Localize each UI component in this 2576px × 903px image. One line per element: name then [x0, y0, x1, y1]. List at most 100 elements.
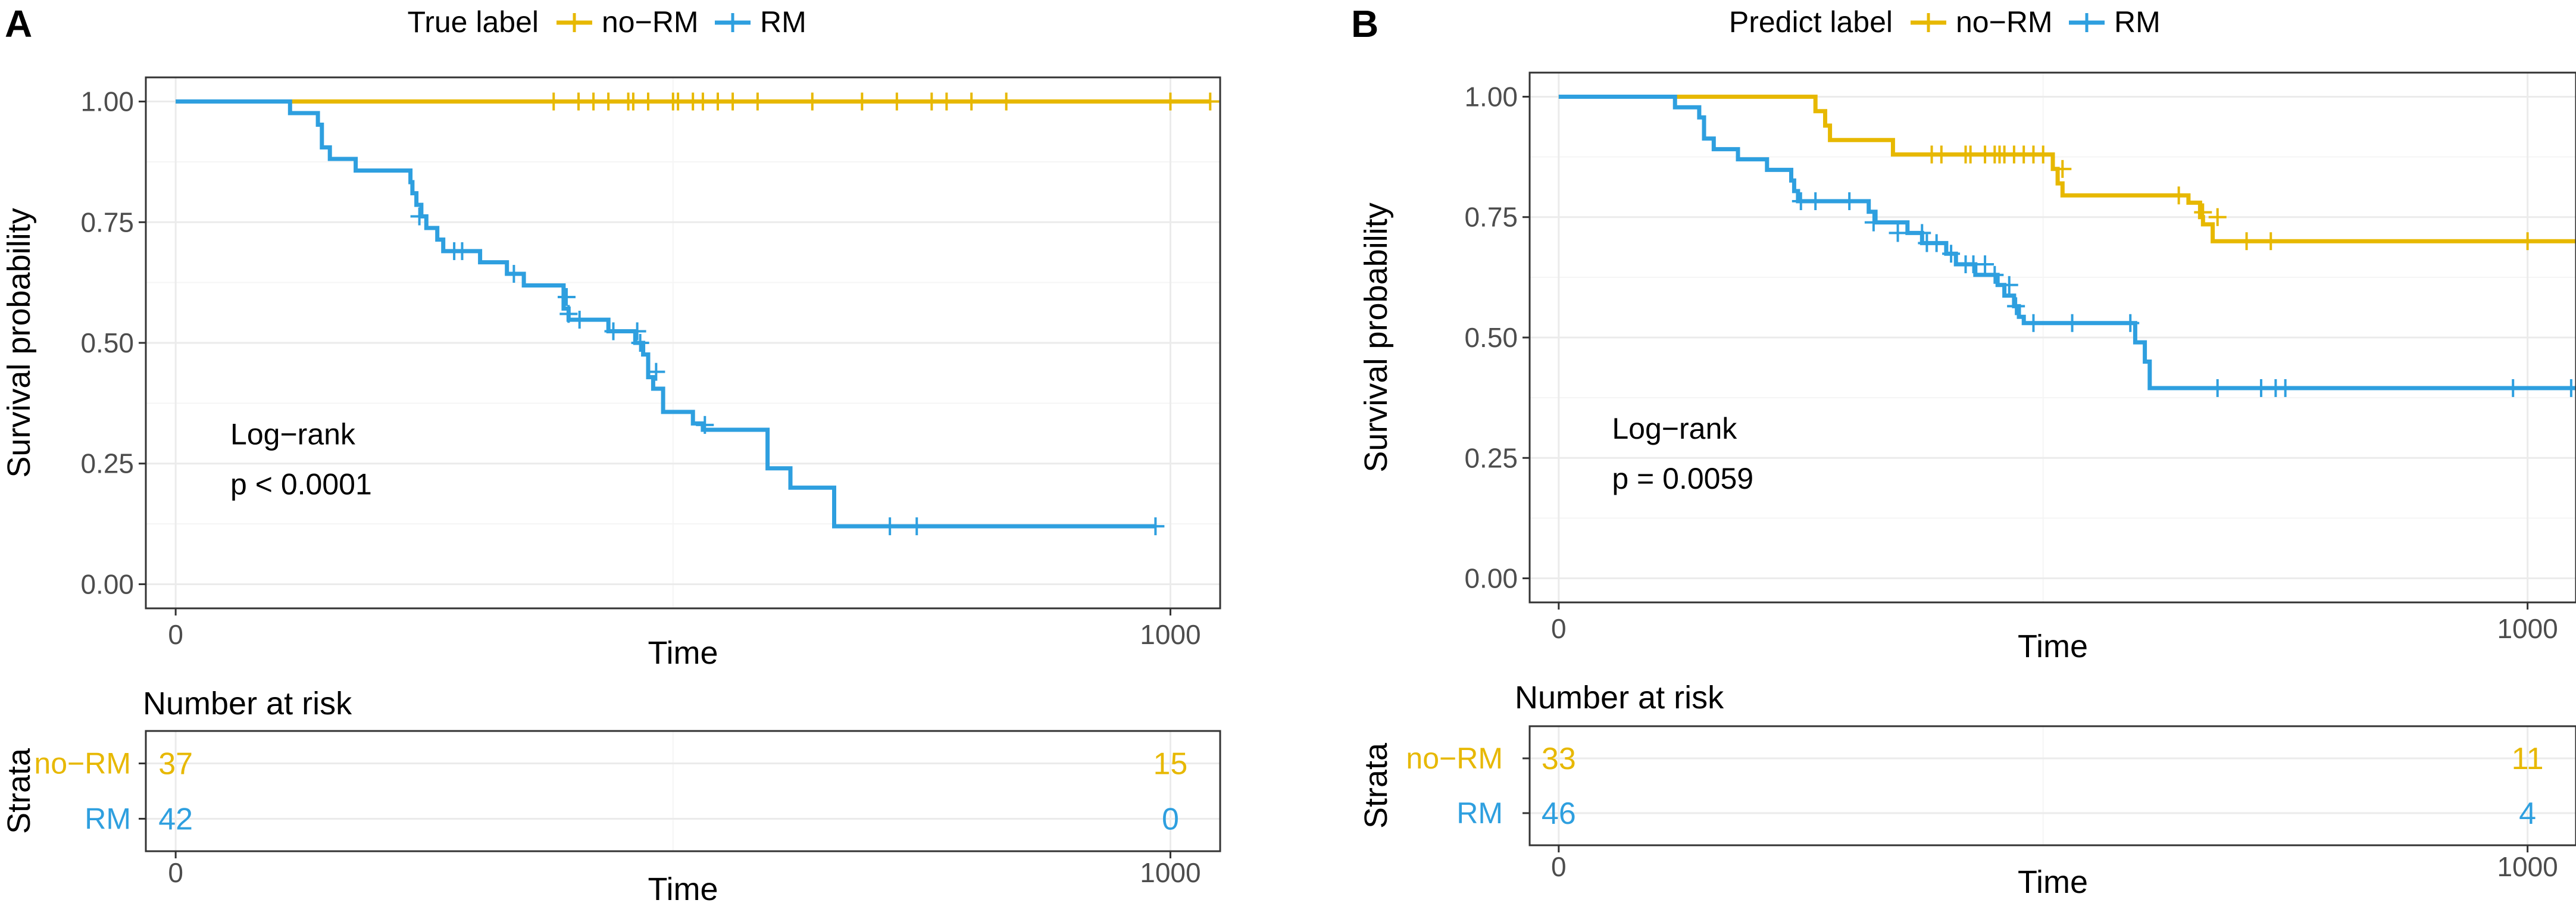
censor-mark	[708, 92, 727, 111]
p-value: p < 0.0001	[230, 467, 372, 501]
censor-mark	[2053, 160, 2072, 178]
censor-mark	[584, 92, 603, 111]
legend-key-rm	[715, 13, 751, 32]
censor-mark	[2007, 297, 2025, 315]
strata-label: RM	[85, 802, 131, 835]
censor-mark	[962, 92, 981, 111]
legend: True label no−RM RM	[408, 5, 806, 39]
y-tick-label: 0.75	[1464, 202, 1518, 233]
censor-mark	[887, 92, 906, 111]
strata-label: RM	[1456, 796, 1503, 830]
risk-table: Number at risk no−RM 37 15 RM 42 0 0 1000 Time Str…	[1, 686, 1221, 903]
y-tick-label: 0.50	[1464, 322, 1518, 353]
legend: Predict label no−RM RM	[1729, 5, 2161, 39]
censor-mark	[545, 92, 563, 111]
risk-y-axis-title: Strata	[1358, 742, 1394, 829]
censor-mark	[628, 322, 646, 340]
p-value: p = 0.0059	[1612, 462, 1753, 495]
x-tick-label: 1000	[1140, 619, 1201, 650]
legend-label: no−RM	[602, 5, 699, 39]
risk-table-title: Number at risk	[143, 686, 352, 721]
risk-count: 42	[158, 802, 193, 836]
y-axis-title: Survival probability	[1, 208, 37, 477]
censor-mark	[1806, 192, 1825, 211]
risk-count: 46	[1542, 796, 1576, 831]
censor-mark	[803, 92, 821, 111]
censor-mark	[2237, 232, 2256, 251]
censor-mark	[2208, 379, 2227, 397]
survival-plot	[1528, 71, 2576, 604]
censor-mark	[1201, 92, 1220, 111]
censor-mark	[2034, 145, 2052, 164]
risk-x-tick-label: 1000	[2497, 851, 2558, 882]
censor-mark	[937, 92, 956, 111]
risk-table-title: Number at risk	[1515, 680, 1724, 715]
censor-mark	[2121, 314, 2140, 332]
y-tick-label: 0.50	[80, 327, 134, 358]
risk-x-axis-title: Time	[648, 871, 718, 903]
censor-mark	[923, 92, 941, 111]
censor-mark	[853, 92, 871, 111]
legend-key-rm	[2069, 13, 2105, 32]
risk-count: 33	[1542, 742, 1576, 776]
censor-mark	[631, 334, 649, 352]
censor-mark	[1913, 224, 1931, 242]
censor-mark	[2276, 379, 2294, 397]
censor-mark	[2262, 232, 2280, 251]
y-tick-label: 1.00	[80, 86, 134, 117]
censor-mark	[2169, 186, 2188, 205]
legend-label: RM	[2114, 5, 2161, 39]
y-tick-label: 0.00	[80, 568, 134, 599]
censor-mark	[693, 92, 712, 111]
censor-mark	[1146, 517, 1165, 536]
risk-y-axis-title: Strata	[1, 748, 37, 834]
y-tick-label: 0.25	[80, 448, 134, 479]
x-axis-title: Time	[2018, 629, 2088, 664]
censor-mark	[410, 207, 429, 226]
y-axis-title: Survival probability	[1358, 202, 1394, 472]
logrank-label: Log−rank	[230, 417, 356, 451]
censor-mark	[570, 311, 589, 329]
legend-label: no−RM	[1956, 5, 2053, 39]
strata-label: no−RM	[34, 747, 131, 780]
x-tick-label: 1000	[2497, 613, 2558, 644]
censor-mark	[1161, 92, 1180, 111]
risk-table: Number at risk no−RM 33 11 RM 46 4 0 1000 Time Str…	[1358, 680, 2576, 900]
risk-count: 15	[1153, 747, 1188, 782]
censor-mark	[748, 92, 767, 111]
censor-mark	[559, 305, 578, 323]
logrank-label: Log−rank	[1612, 412, 1737, 445]
y-tick-label: 0.75	[80, 207, 134, 238]
censor-mark	[881, 517, 899, 536]
x-axis-title: Time	[648, 635, 718, 671]
risk-count: 37	[158, 747, 193, 782]
censor-mark	[557, 288, 576, 306]
censor-mark	[724, 92, 742, 111]
censor-mark	[2518, 232, 2537, 251]
censor-mark	[1986, 265, 2004, 284]
panel-a: A True label no−RM RM 0.00 0.25 0.50 0.75 1.00 0 1…	[1, 2, 1221, 903]
censor-mark	[2504, 379, 2522, 397]
censor-mark	[2194, 203, 2212, 221]
censor-mark	[2000, 276, 2018, 294]
legend-title: Predict label	[1729, 5, 1893, 39]
risk-x-axis-title: Time	[2018, 864, 2088, 900]
censor-mark	[1942, 245, 1961, 263]
panel-letter: A	[5, 2, 32, 45]
x-tick-label: 0	[1551, 613, 1567, 644]
survival-plot	[145, 76, 1221, 610]
censor-mark	[639, 92, 658, 111]
censor-mark	[2024, 314, 2043, 332]
panel-letter: B	[1351, 2, 1378, 45]
risk-count: 0	[1162, 802, 1179, 836]
risk-x-tick-label: 1000	[1140, 857, 1201, 888]
censor-mark	[1840, 192, 1859, 211]
censor-mark	[1864, 213, 1883, 232]
strata-label: no−RM	[1406, 742, 1503, 775]
censor-mark	[2208, 208, 2227, 226]
panel-b: B Predict label no−RM RM 0.00 0.25 0.50 0.75 1.0…	[1351, 2, 2576, 900]
legend-key-no-rm	[1911, 13, 1946, 32]
x-tick-label: 0	[168, 619, 183, 650]
censor-mark	[453, 242, 471, 260]
